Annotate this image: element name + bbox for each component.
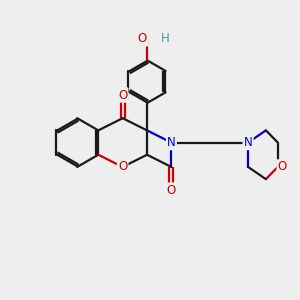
Text: O: O (118, 160, 127, 173)
Text: O: O (118, 88, 127, 101)
Text: N: N (244, 136, 253, 149)
Text: O: O (167, 184, 176, 196)
Text: H: H (160, 32, 169, 45)
Text: O: O (278, 160, 287, 173)
Text: N: N (167, 136, 176, 149)
Text: O: O (138, 32, 147, 45)
